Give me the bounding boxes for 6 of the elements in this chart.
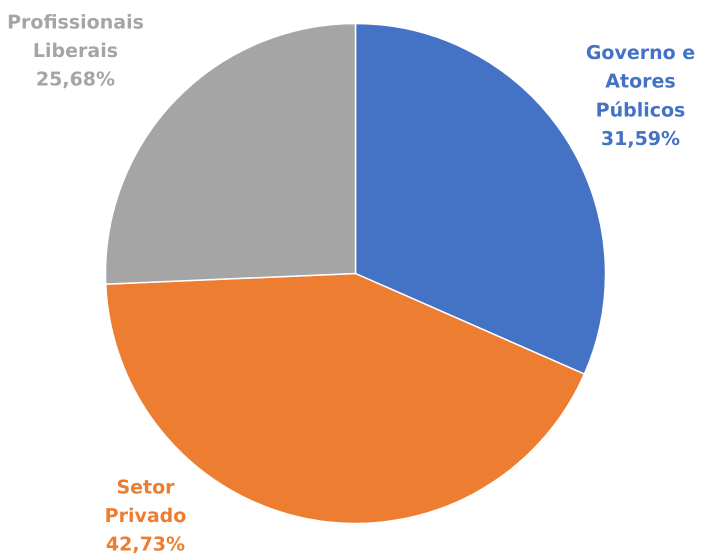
data-label: 25,68% <box>36 68 116 91</box>
data-label: 31,59% <box>600 128 680 150</box>
slice-label: Governo e Atores Públicos <box>586 42 696 122</box>
slice-label: Profissionais Liberais <box>7 11 144 62</box>
slice-label: Setor Privado <box>104 476 186 527</box>
data-label: 42,73% <box>106 534 186 556</box>
